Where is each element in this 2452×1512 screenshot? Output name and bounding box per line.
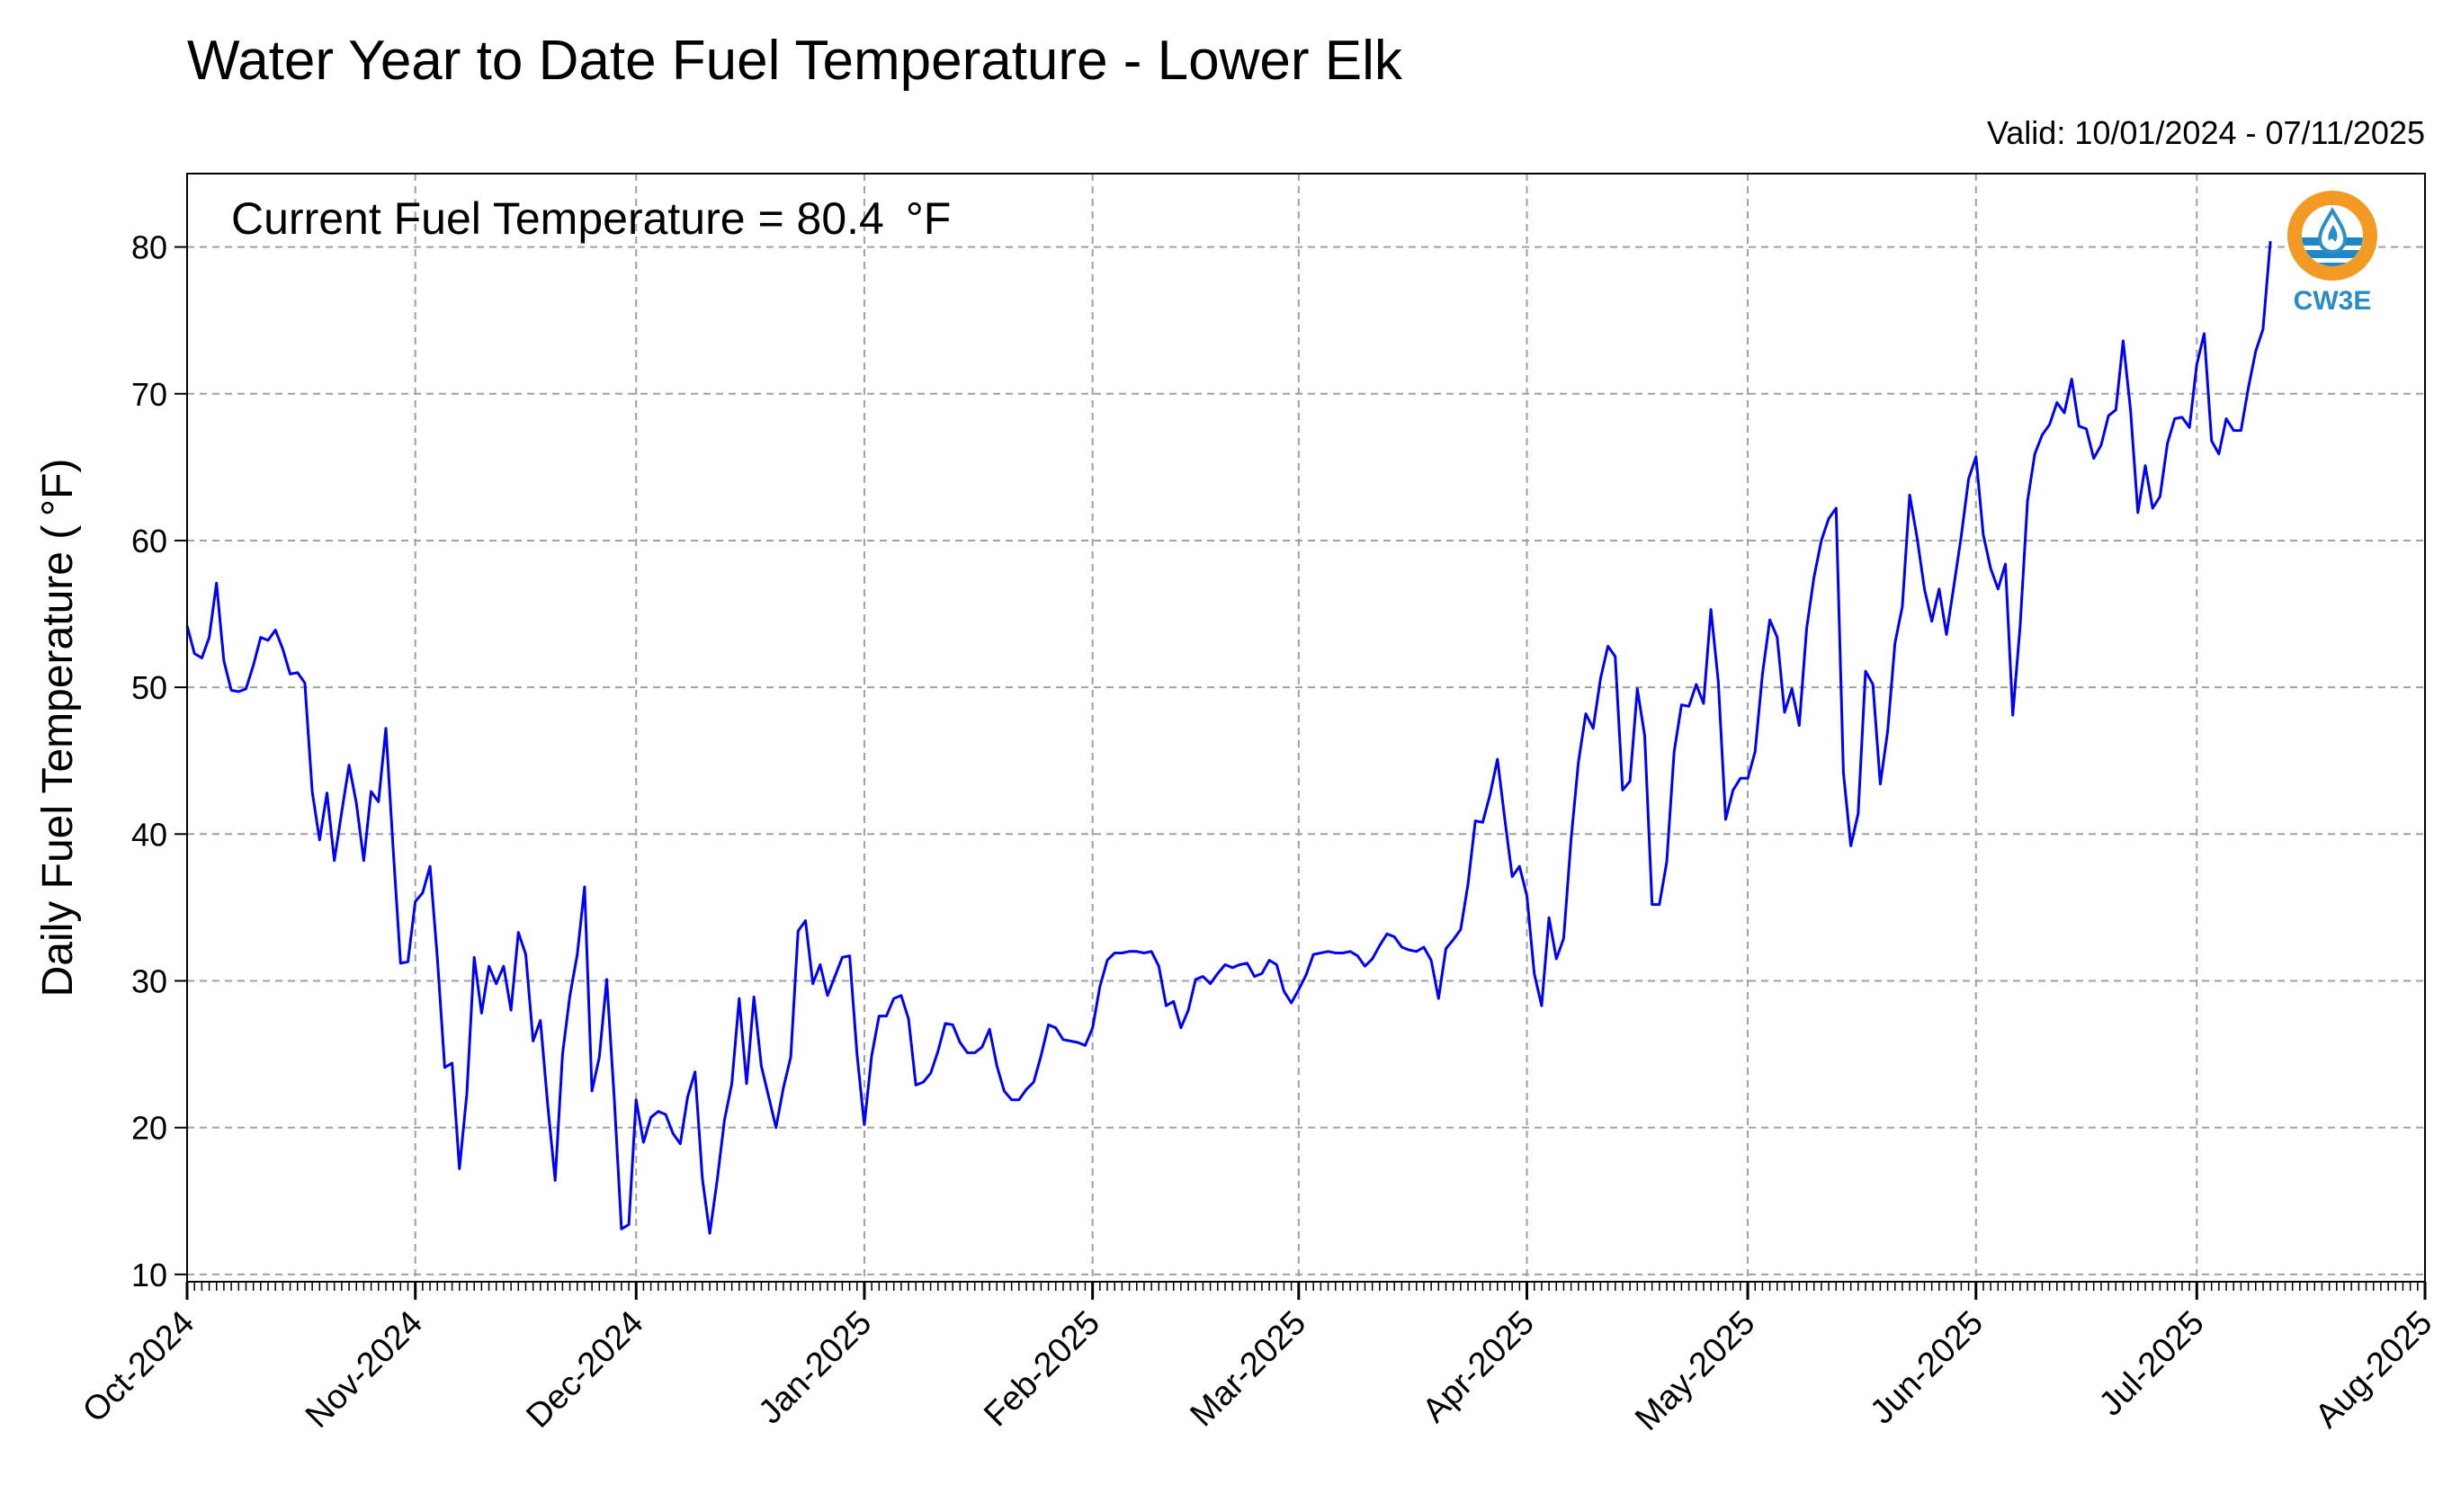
plot-area <box>187 174 2425 1282</box>
fuel-temperature-line <box>185 240 2272 1235</box>
y-tick-label: 80 <box>131 229 167 266</box>
logo-text: CW3E <box>2294 286 2372 316</box>
current-temperature-annotation: Current Fuel Temperature = 80.4 °F <box>231 193 951 244</box>
y-tick-label: 20 <box>131 1110 167 1147</box>
x-tick-label: Aug-2025 <box>2308 1304 2439 1436</box>
x-tick-label: Jul-2025 <box>2092 1304 2212 1424</box>
x-axis: Oct-2024 Nov-2024 Dec-2024 Jan-2025 Feb-2025… <box>76 1282 2439 1438</box>
y-tick-label: 30 <box>131 962 167 999</box>
grid-lines <box>186 174 2426 1282</box>
flame-icon <box>2328 225 2338 242</box>
y-tick-label: 60 <box>131 523 167 559</box>
y-axis-label: Daily Fuel Temperature ( °F) <box>34 459 82 998</box>
x-tick-label: Dec-2024 <box>519 1304 650 1436</box>
cw3e-logo: CW3E <box>2287 191 2377 316</box>
x-tick-label: Jun-2025 <box>1863 1304 1991 1432</box>
x-tick-label: Jan-2025 <box>752 1304 880 1432</box>
x-tick-label: Nov-2024 <box>299 1304 430 1436</box>
logo-wave-3 <box>2302 263 2363 266</box>
chart-title: Water Year to Date Fuel Temperature - Lo… <box>187 30 1403 92</box>
x-tick-label: May-2025 <box>1628 1304 1762 1438</box>
y-tick-label: 50 <box>131 669 167 706</box>
x-tick-label: Feb-2025 <box>977 1304 1107 1435</box>
y-tick-label: 10 <box>131 1257 167 1293</box>
y-tick-label: 40 <box>131 816 167 853</box>
x-tick-label: Apr-2025 <box>1416 1304 1542 1430</box>
logo-ring <box>2287 191 2377 281</box>
x-tick-label: Mar-2025 <box>1183 1304 1313 1435</box>
y-axis: 10 20 30 40 50 60 70 80 <box>131 229 187 1293</box>
valid-date-range: Valid: 10/01/2024 - 07/11/2025 <box>1987 114 2425 151</box>
x-axis-minor-ticks <box>186 1282 2426 1291</box>
x-tick-label: Oct-2024 <box>76 1304 201 1430</box>
logo-wave-2 <box>2302 250 2363 258</box>
y-tick-label: 70 <box>131 376 167 413</box>
